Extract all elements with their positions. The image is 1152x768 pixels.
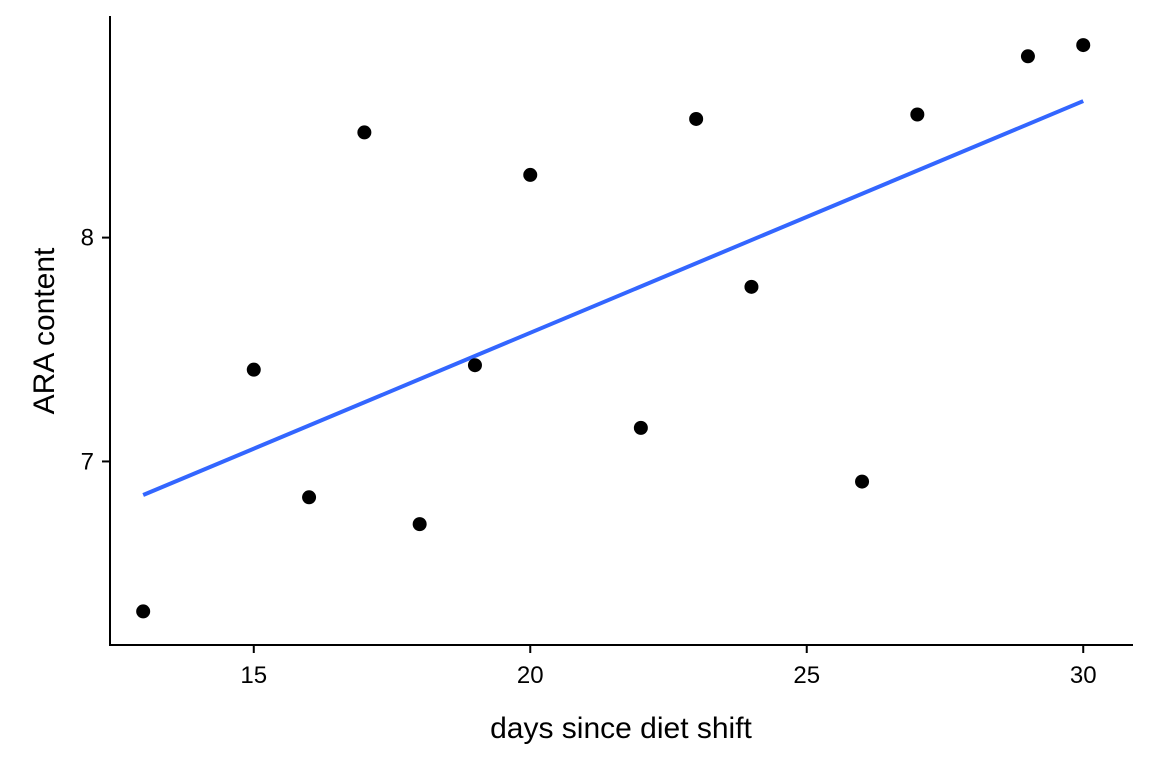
y-tick-label-7: 7 bbox=[81, 448, 94, 475]
x-axis-title: days since diet shift bbox=[490, 712, 752, 745]
data-point-5 bbox=[412, 517, 427, 532]
axes-layer bbox=[109, 16, 1133, 646]
data-point-8 bbox=[633, 420, 648, 435]
data-point-4 bbox=[357, 125, 372, 140]
regression-line bbox=[142, 99, 1085, 497]
data-point-2 bbox=[246, 362, 261, 377]
ticks-layer: 15 20 25 30 7 8 bbox=[81, 225, 1097, 689]
data-point-3 bbox=[302, 490, 317, 505]
data-point-7 bbox=[523, 167, 538, 182]
points-layer bbox=[136, 38, 1091, 619]
y-tick-label-8: 8 bbox=[81, 225, 94, 252]
data-point-14 bbox=[1076, 38, 1091, 53]
data-point-12 bbox=[910, 107, 925, 122]
x-tick-label-25: 25 bbox=[793, 662, 820, 689]
data-point-9 bbox=[689, 111, 704, 126]
data-point-13 bbox=[1020, 49, 1035, 64]
fit-line-layer bbox=[142, 99, 1085, 497]
data-point-11 bbox=[855, 474, 870, 489]
x-tick-label-15: 15 bbox=[240, 662, 267, 689]
x-tick-label-30: 30 bbox=[1070, 662, 1097, 689]
y-axis-title: ARA content bbox=[28, 247, 61, 414]
data-point-1 bbox=[136, 604, 151, 619]
x-tick-label-20: 20 bbox=[517, 662, 544, 689]
data-point-10 bbox=[744, 279, 759, 294]
data-point-6 bbox=[467, 358, 482, 373]
